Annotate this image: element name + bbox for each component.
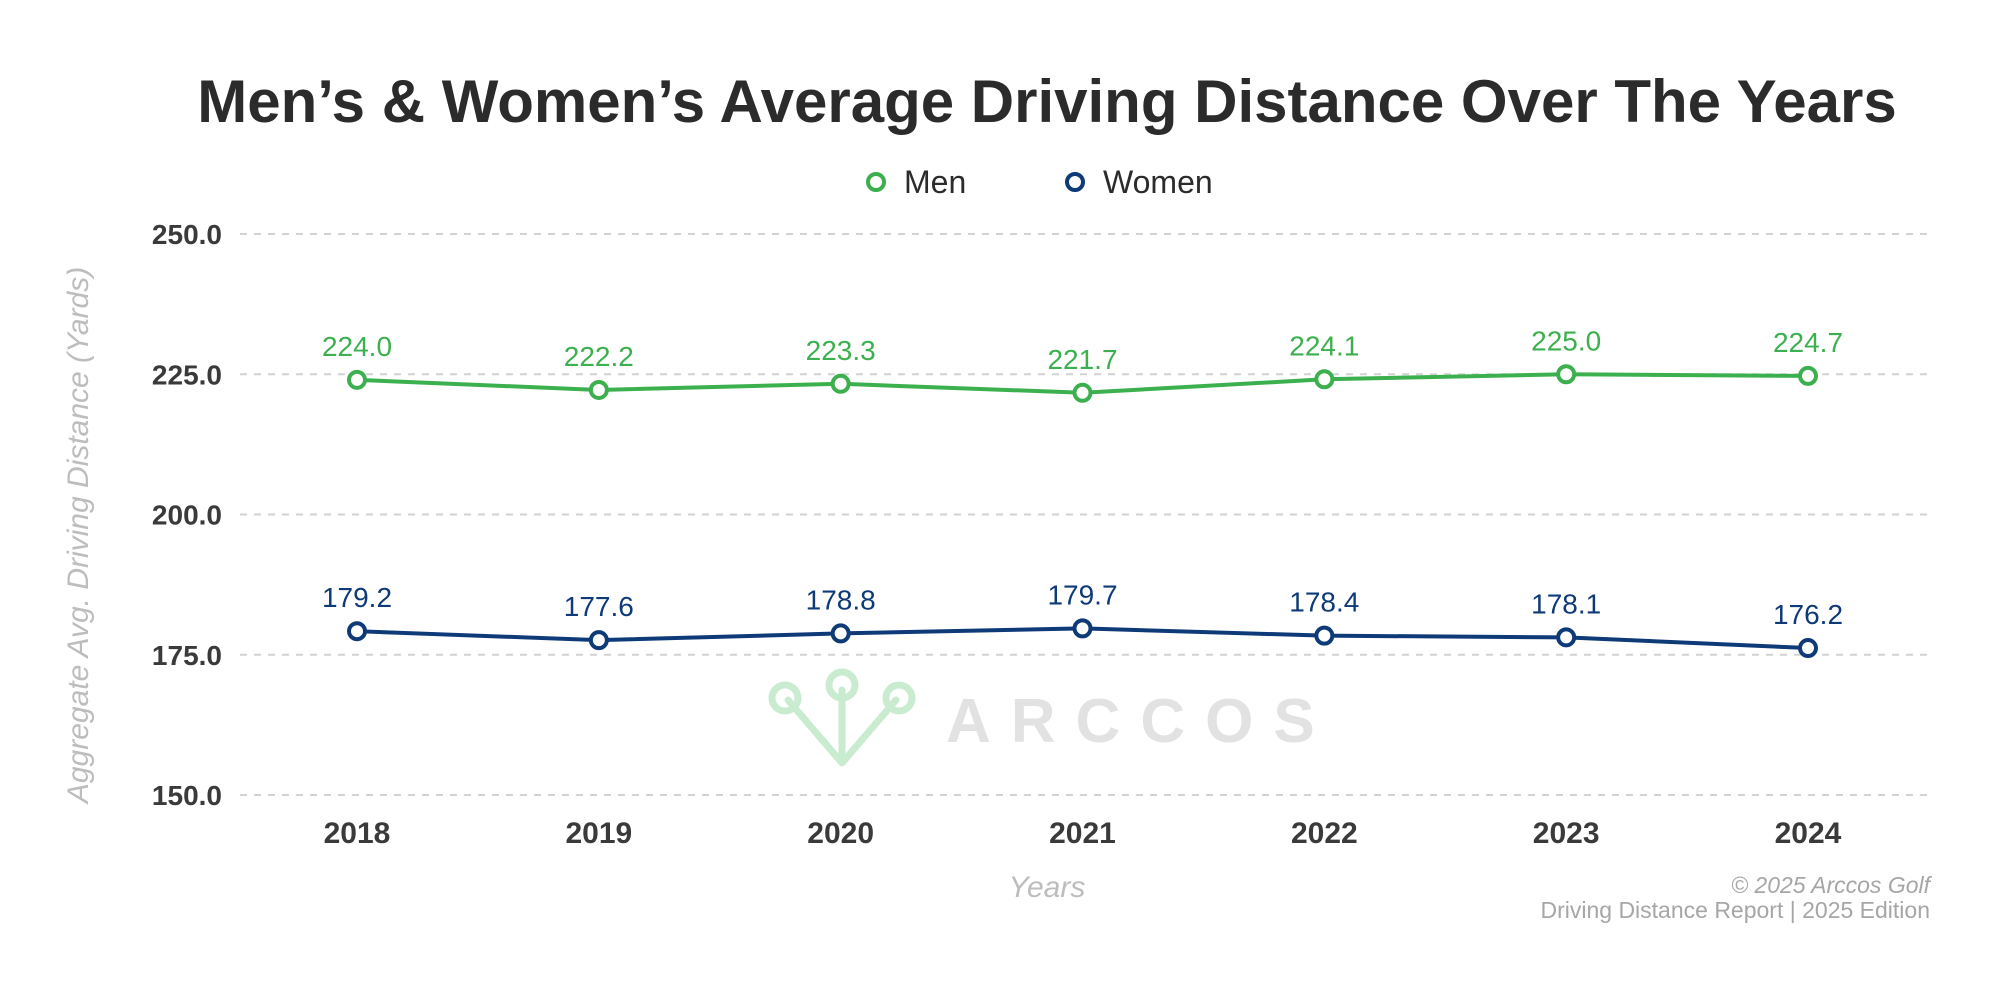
data-point-men	[347, 369, 367, 390]
footer-copyright: © 2025 Arccos Golf	[1731, 872, 1933, 898]
y-axis-title: Aggregate Avg. Driving Distance (Yards)	[62, 267, 95, 805]
data-label-men: 224.1	[1289, 330, 1359, 361]
data-point-women	[347, 621, 367, 642]
legend-item-men: Men	[866, 164, 966, 200]
x-axis-title: Years	[1009, 871, 1086, 904]
data-label-men: 224.7	[1773, 327, 1843, 358]
data-label-women: 179.7	[1047, 579, 1117, 610]
data-point-women	[1556, 627, 1577, 648]
x-tick-label: 2020	[807, 817, 874, 850]
series-men: 224.0 222.2 223.3 221.7 224.1 225.0 224.7	[322, 325, 1843, 403]
data-label-men: 221.7	[1047, 344, 1117, 375]
y-tick-label: 150.0	[152, 780, 222, 811]
data-label-men: 222.2	[564, 341, 634, 372]
data-point-men	[830, 373, 851, 394]
data-label-women: 176.2	[1773, 599, 1843, 630]
data-label-men: 223.3	[806, 335, 876, 366]
y-axis-ticks: 250.0 225.0 200.0 175.0 150.0	[152, 219, 222, 811]
x-tick-label: 2024	[1775, 817, 1842, 850]
legend-label: Women	[1103, 164, 1213, 200]
data-label-women: 177.6	[564, 591, 634, 622]
legend-marker-icon	[1065, 172, 1085, 192]
legend-marker-icon	[866, 172, 886, 192]
arccos-watermark: ARCCOS	[768, 668, 1335, 767]
data-label-women: 179.2	[322, 582, 392, 613]
data-point-women	[1798, 638, 1818, 659]
data-label-women: 178.1	[1531, 588, 1601, 619]
legend-label: Men	[904, 164, 966, 200]
data-point-men	[588, 379, 609, 400]
series-women: 179.2 177.6 178.8 179.7 178.4 178.1 176.2	[322, 579, 1843, 659]
y-tick-label: 225.0	[152, 359, 222, 390]
watermark-text: ARCCOS	[946, 687, 1335, 756]
data-point-men	[1072, 382, 1093, 403]
data-point-men	[1556, 364, 1577, 385]
x-tick-label: 2022	[1291, 817, 1358, 850]
footer-edition: Driving Distance Report | 2025 Edition	[1540, 897, 1930, 923]
data-point-women	[588, 630, 609, 651]
data-point-women	[1314, 625, 1335, 646]
y-tick-label: 250.0	[152, 219, 222, 250]
data-point-men	[1314, 369, 1335, 390]
data-label-women: 178.8	[806, 584, 876, 615]
data-label-men: 224.0	[322, 331, 392, 362]
y-tick-label: 200.0	[152, 500, 222, 531]
legend-item-women: Women	[1065, 164, 1213, 200]
arccos-logo-icon	[768, 668, 916, 767]
data-point-men	[1798, 365, 1818, 386]
data-point-women	[830, 623, 851, 644]
data-label-men: 225.0	[1531, 325, 1601, 356]
x-tick-label: 2018	[324, 817, 391, 850]
data-label-women: 178.4	[1289, 587, 1359, 618]
grid	[240, 233, 1930, 796]
legend: Men Women	[866, 164, 1213, 200]
x-tick-label: 2023	[1533, 817, 1600, 850]
x-tick-label: 2021	[1049, 817, 1116, 850]
data-point-women	[1072, 618, 1093, 639]
x-axis-ticks: 2018 2019 2020 2021 2022 2023 2024	[324, 817, 1842, 850]
series-layer: 224.0 222.2 223.3 221.7 224.1 225.0 224.7 179.2…	[322, 325, 1843, 659]
x-tick-label: 2019	[565, 817, 632, 850]
chart-title: Men’s & Women’s Average Driving Distance…	[197, 68, 1897, 135]
y-tick-label: 175.0	[152, 640, 222, 671]
